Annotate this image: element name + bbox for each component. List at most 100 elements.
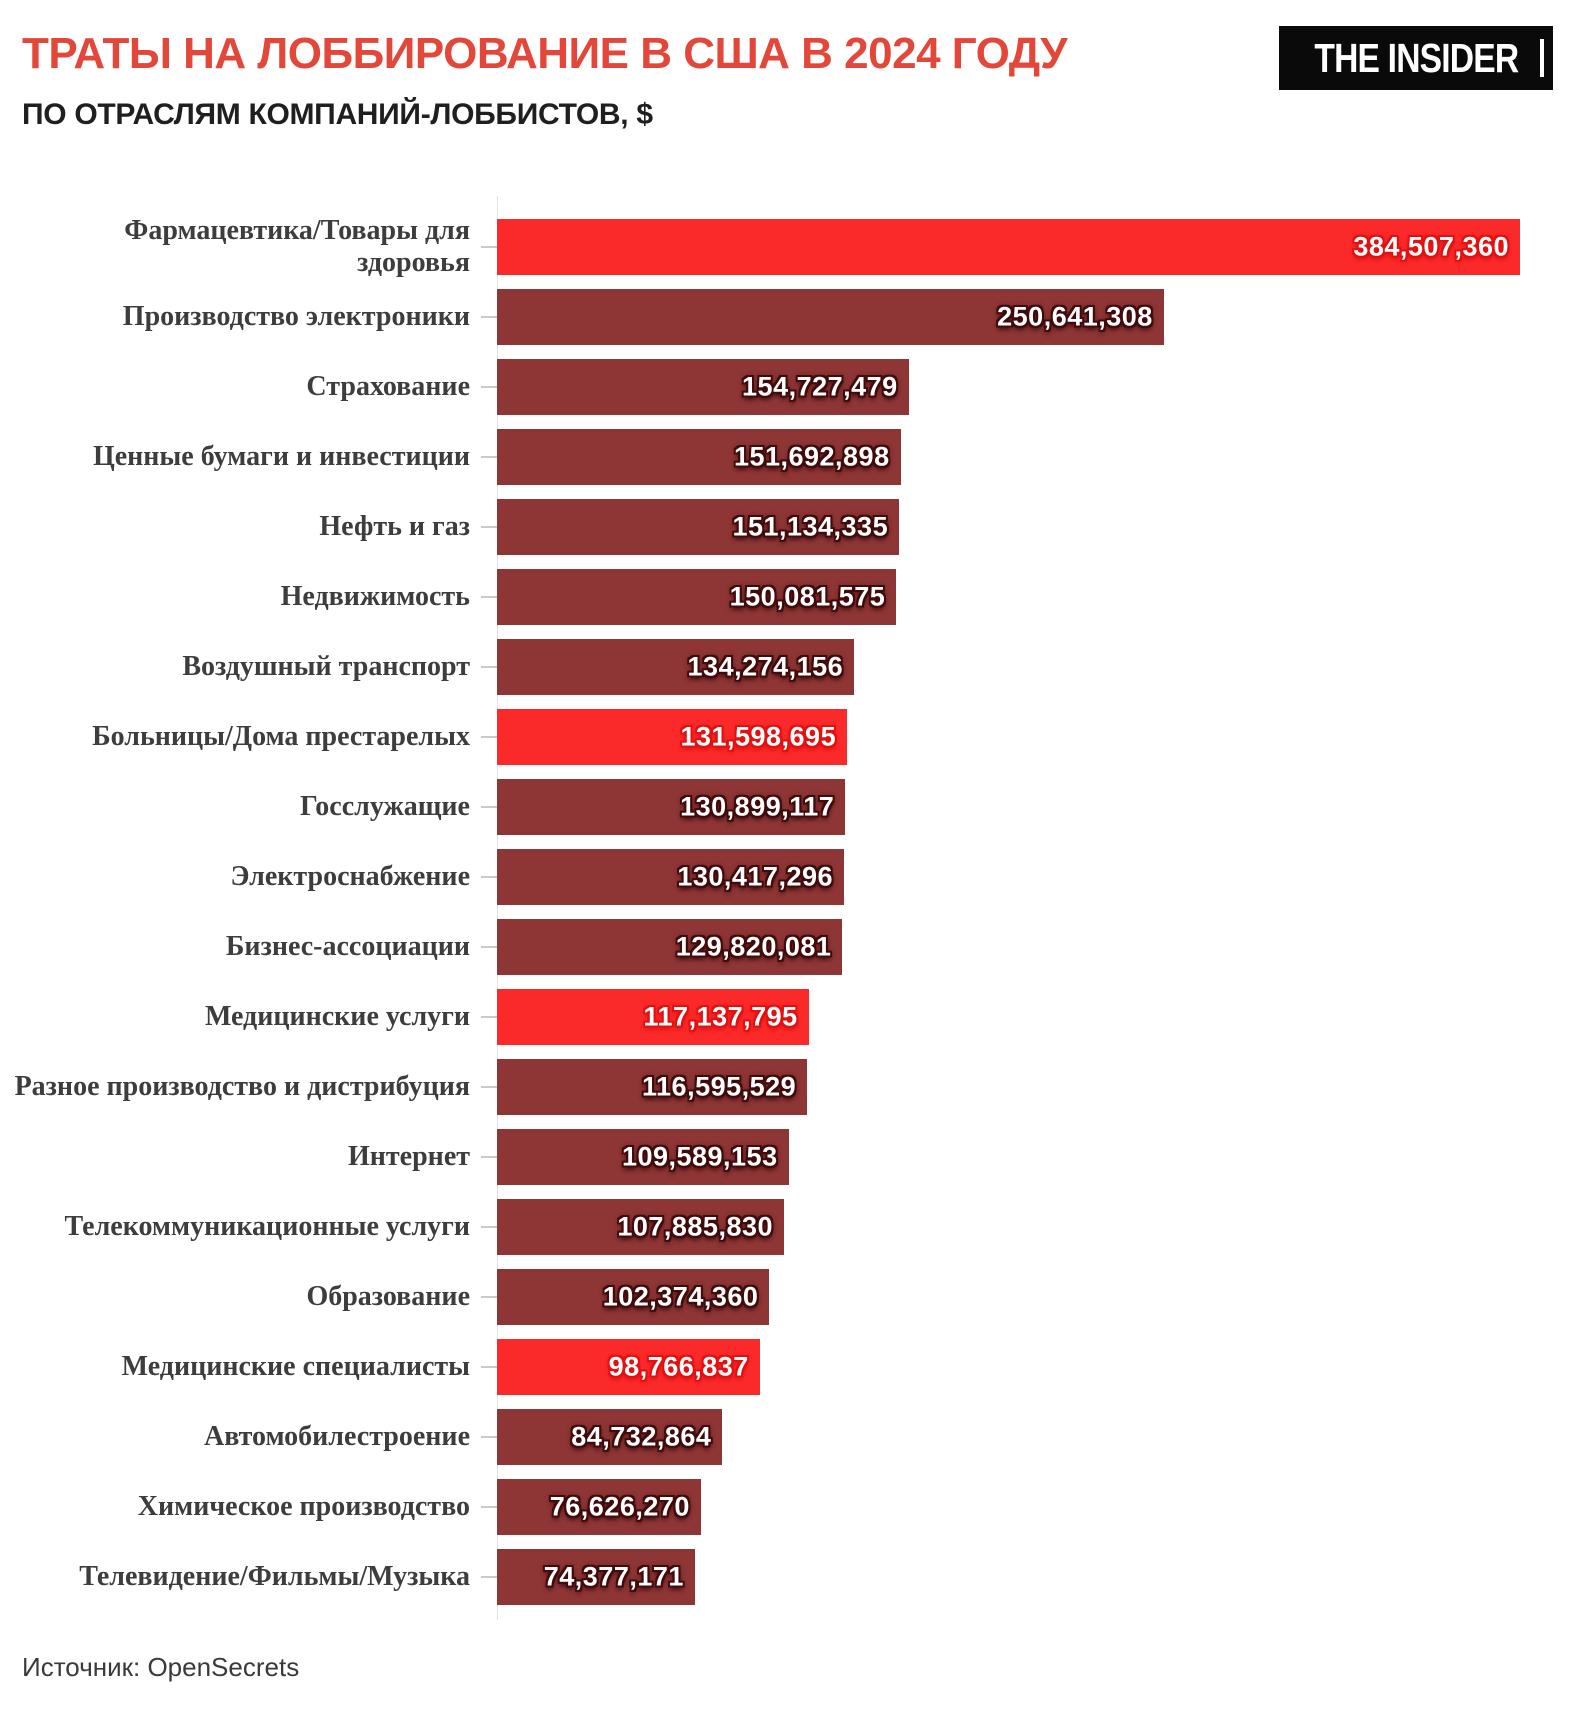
bar: 130,417,296 [497, 849, 844, 905]
logo-cursor-bar [1540, 39, 1544, 77]
bar: 154,727,479 [497, 359, 909, 415]
bar-area: 151,134,335 [497, 492, 1578, 562]
chart-row: Разное производство и дистрибуция 116,59… [10, 1052, 1578, 1122]
tick-mark [481, 1576, 497, 1578]
bar-area: 107,885,830 [497, 1192, 1578, 1262]
value-label: 154,727,479 [742, 371, 898, 402]
chart-row: Медицинские услуги 117,137,795 [10, 982, 1578, 1052]
bar-area: 150,081,575 [497, 562, 1578, 632]
bar: 76,626,270 [497, 1479, 701, 1535]
bar: 134,274,156 [497, 639, 855, 695]
header: ТРАТЫ НА ЛОББИРОВАНИЕ В США В 2024 ГОДУ … [22, 29, 1068, 132]
tick-mark [481, 1016, 497, 1018]
bar-area: 154,727,479 [497, 352, 1578, 422]
chart-row: Химическое производство 76,626,270 [10, 1472, 1578, 1542]
bar-area: 74,377,171 [497, 1542, 1578, 1612]
tick-zone [470, 876, 497, 878]
tick-zone [470, 316, 497, 318]
value-label: 130,899,117 [680, 791, 835, 822]
bar: 117,137,795 [497, 989, 809, 1045]
category-label: Ценные бумаги и инвестиции [92, 441, 470, 473]
value-label: 74,377,171 [543, 1561, 684, 1592]
value-label: 131,598,695 [680, 721, 837, 752]
bar-chart-rows: Фармацевтика/Товары для здоровья 384,507… [10, 212, 1578, 1612]
chart-row: Ценные бумаги и инвестиции 151,692,898 [10, 422, 1578, 492]
bar: 250,641,308 [497, 289, 1164, 345]
bar-area: 116,595,529 [497, 1052, 1578, 1122]
chart-row: Интернет 109,589,153 [10, 1122, 1578, 1192]
value-label: 76,626,270 [549, 1491, 690, 1522]
value-label: 151,134,335 [732, 511, 889, 542]
tick-zone [470, 386, 497, 388]
tick-mark [481, 386, 497, 388]
chart-row: Автомобилестроение 84,732,864 [10, 1402, 1578, 1472]
value-label: 134,274,156 [687, 651, 844, 682]
chart-row: Телекоммуникационные услуги 107,885,830 [10, 1192, 1578, 1262]
category-label: Телекоммуникационные услуги [64, 1211, 470, 1243]
bar-chart: Фармацевтика/Товары для здоровья 384,507… [10, 196, 1578, 1620]
bar: 84,732,864 [497, 1409, 723, 1465]
category-label: Химическое производство [137, 1491, 470, 1523]
value-label: 151,692,898 [733, 441, 890, 472]
tick-zone [470, 1156, 497, 1158]
category-label: Страхование [306, 371, 470, 403]
page-title: ТРАТЫ НА ЛОББИРОВАНИЕ В США В 2024 ГОДУ [22, 29, 1068, 78]
tick-zone [470, 246, 497, 248]
bar: 130,899,117 [497, 779, 846, 835]
tick-mark [481, 596, 497, 598]
value-label: 98,766,837 [608, 1351, 749, 1382]
y-axis-line [497, 196, 498, 1620]
tick-mark [481, 1156, 497, 1158]
value-label: 130,417,296 [677, 861, 833, 892]
value-label: 384,507,360 [1353, 231, 1509, 262]
bar: 109,589,153 [497, 1129, 789, 1185]
chart-row: Фармацевтика/Товары для здоровья 384,507… [10, 212, 1578, 282]
tick-mark [481, 316, 497, 318]
tick-mark [481, 806, 497, 808]
bar: 98,766,837 [497, 1339, 760, 1395]
brand-logo: THE INSIDER [1279, 26, 1553, 90]
tick-zone [470, 1016, 497, 1018]
tick-mark [481, 1296, 497, 1298]
tick-zone [470, 946, 497, 948]
bar: 151,692,898 [497, 429, 901, 485]
brand-logo-text: THE INSIDER [1314, 34, 1519, 81]
chart-row: Электроснабжение 130,417,296 [10, 842, 1578, 912]
category-label: Медицинские услуги [204, 1001, 470, 1033]
bar-area: 130,899,117 [497, 772, 1578, 842]
tick-mark [481, 1366, 497, 1368]
tick-mark [481, 1506, 497, 1508]
bar: 131,598,695 [497, 709, 848, 765]
value-label: 150,081,575 [729, 581, 886, 612]
value-label: 117,137,795 [643, 1001, 798, 1032]
tick-zone [470, 596, 497, 598]
chart-row: Недвижимость 150,081,575 [10, 562, 1578, 632]
chart-row: Бизнес-ассоциации 129,820,081 [10, 912, 1578, 982]
category-label: Интернет [348, 1141, 470, 1173]
bar-area: 250,641,308 [497, 282, 1578, 352]
tick-mark [481, 736, 497, 738]
tick-mark [481, 1226, 497, 1228]
tick-zone [470, 456, 497, 458]
chart-row: Телевидение/Фильмы/Музыка 74,377,171 [10, 1542, 1578, 1612]
source-note: Источник: OpenSecrets [22, 1652, 300, 1682]
value-label: 102,374,360 [602, 1281, 759, 1312]
tick-zone [470, 1436, 497, 1438]
bar-area: 129,820,081 [497, 912, 1578, 982]
bar: 102,374,360 [497, 1269, 770, 1325]
category-label: Бизнес-ассоциации [225, 931, 470, 963]
category-label: Фармацевтика/Товары для здоровья [124, 215, 470, 278]
tick-zone [470, 1226, 497, 1228]
bar-area: 102,374,360 [497, 1262, 1578, 1332]
tick-mark [481, 456, 497, 458]
tick-zone [470, 666, 497, 668]
category-label: Производство электроники [122, 301, 470, 333]
tick-mark [481, 526, 497, 528]
chart-row: Нефть и газ 151,134,335 [10, 492, 1578, 562]
value-label: 129,820,081 [675, 931, 832, 962]
value-label: 109,589,153 [621, 1141, 778, 1172]
bar-area: 98,766,837 [497, 1332, 1578, 1402]
category-label: Образование [306, 1281, 470, 1313]
category-label: Электроснабжение [230, 861, 470, 893]
page-subtitle: ПО ОТРАСЛЯМ КОМПАНИЙ-ЛОББИСТОВ, $ [22, 98, 653, 132]
